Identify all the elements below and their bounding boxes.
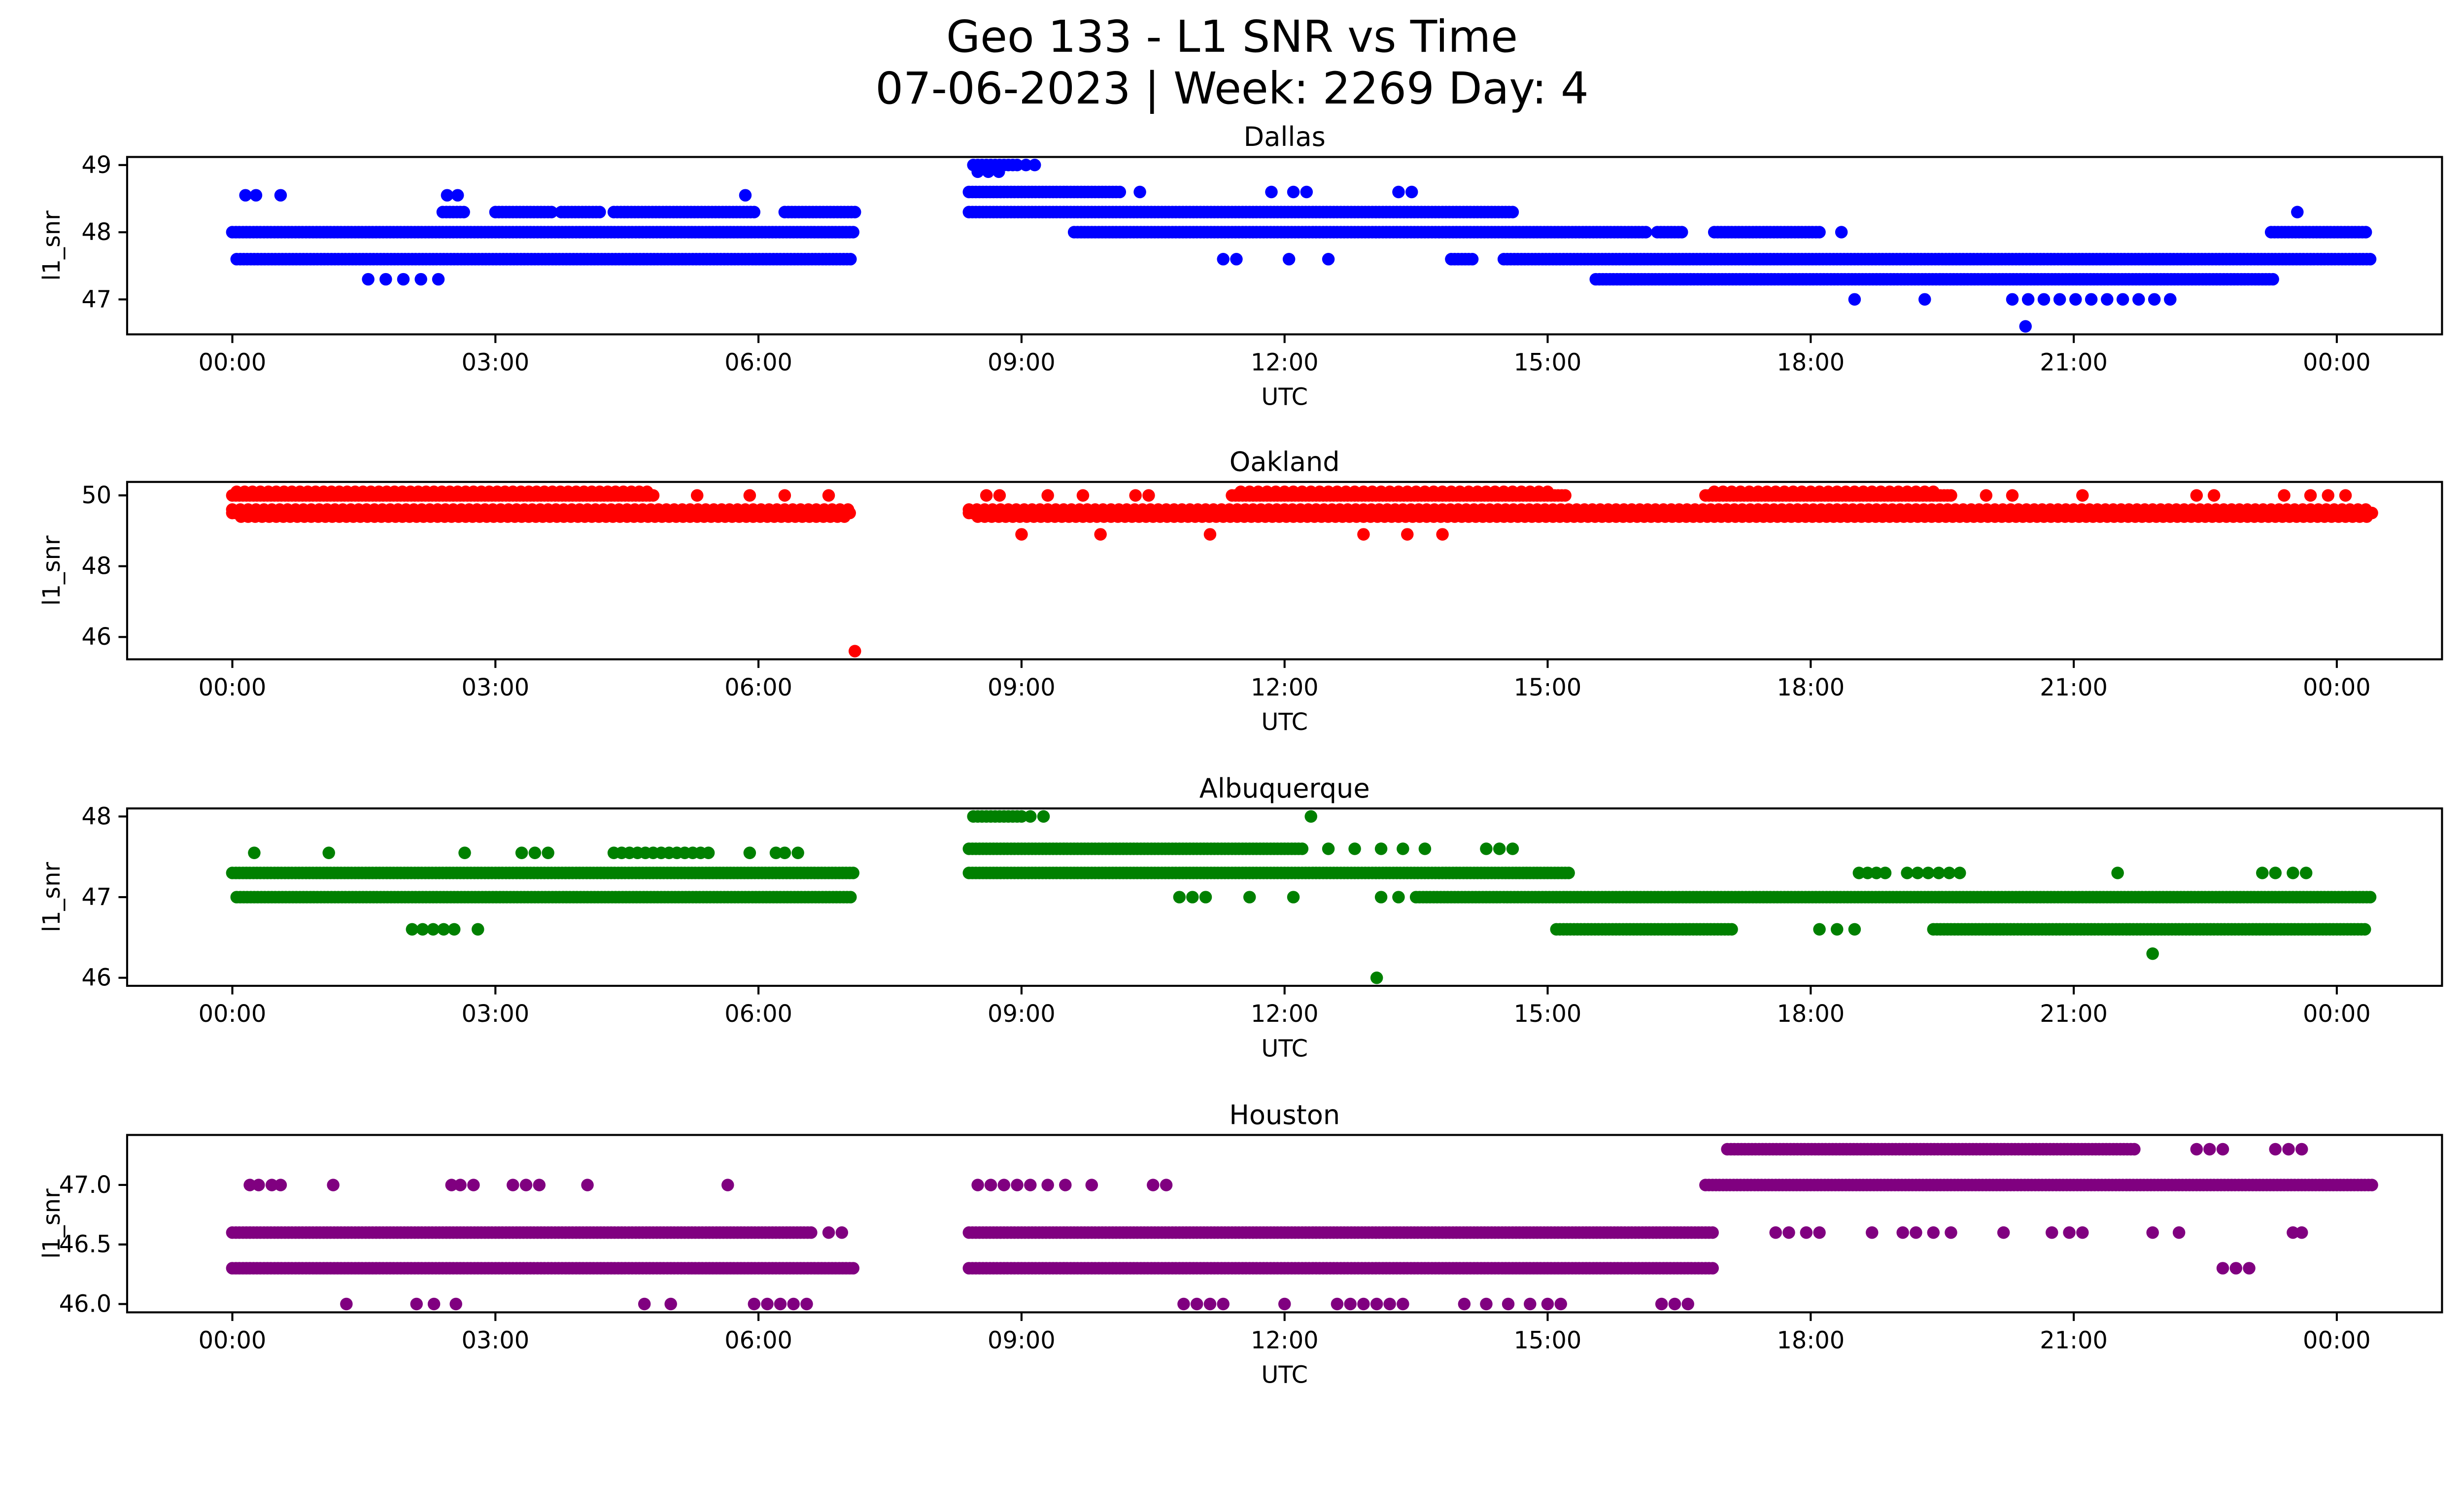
x-tick-label: 15:00 <box>1514 674 1582 701</box>
x-tick-label: 06:00 <box>724 1327 792 1355</box>
x-tick-label: 00:00 <box>199 349 267 377</box>
x-axis-label: UTC <box>1261 1362 1308 1389</box>
x-tick-label: 03:00 <box>461 1327 529 1355</box>
x-tick-label: 18:00 <box>1777 1327 1845 1355</box>
scatter-points-dallas <box>226 158 2377 333</box>
y-axis-label: l1_snr <box>38 862 66 933</box>
x-tick-label: 00:00 <box>2303 349 2371 377</box>
x-tick-label: 00:00 <box>199 1001 267 1028</box>
scatter-points-oakland <box>226 486 2378 658</box>
y-tick-label: 48 <box>81 803 111 830</box>
subplot-albuquerque: 00:00 03:00 06:00 09:00 12:00 15:00 18:00 21:00… <box>38 773 2443 1062</box>
y-tick-label: 46.0 <box>59 1290 111 1318</box>
y-tick-label: 46 <box>81 624 111 651</box>
x-tick-label: 12:00 <box>1251 349 1319 377</box>
x-tick-label: 15:00 <box>1514 1327 1582 1355</box>
x-tick-label: 21:00 <box>2040 674 2108 701</box>
x-tick-label: 03:00 <box>461 1001 529 1028</box>
x-tick-label: 21:00 <box>2040 1327 2108 1355</box>
subplot-houston: 00:00 03:00 06:00 09:00 12:00 15:00 18:00 21:00… <box>38 1099 2443 1389</box>
x-tick-label: 12:00 <box>1251 1327 1319 1355</box>
subplot-title-houston: Houston <box>1229 1099 1340 1130</box>
figure-title: Geo 133 - L1 SNR vs Time <box>946 11 1518 63</box>
x-axis-label: UTC <box>1261 1035 1308 1062</box>
x-tick-label: 00:00 <box>2303 1001 2371 1028</box>
y-axis-label: l1_snr <box>38 535 66 606</box>
scatter-points-houston <box>226 1143 2378 1311</box>
y-tick-label: 47 <box>81 884 111 911</box>
y-tick-label: 47.0 <box>59 1172 111 1199</box>
y-tick-label: 46.5 <box>59 1231 111 1258</box>
scatter-points-albuquerque <box>226 810 2377 984</box>
y-tick-label: 49 <box>81 152 111 179</box>
x-tick-label: 12:00 <box>1251 674 1319 701</box>
x-tick-label: 00:00 <box>2303 674 2371 701</box>
x-tick-label: 06:00 <box>724 674 792 701</box>
snr-figure: Geo 133 - L1 SNR vs Time 07-06-2023 | We… <box>38 11 2443 1389</box>
x-tick-label: 18:00 <box>1777 349 1845 377</box>
x-tick-label: 12:00 <box>1251 1001 1319 1028</box>
x-tick-label: 18:00 <box>1777 674 1845 701</box>
x-tick-label: 09:00 <box>988 674 1056 701</box>
x-axis-label: UTC <box>1261 384 1308 411</box>
plots-layer: 00:00 03:00 06:00 09:00 12:00 15:00 18:00 21:00… <box>38 121 2443 1389</box>
subplot-oakland: 00:00 03:00 06:00 09:00 12:00 15:00 18:00 21:00… <box>38 446 2443 736</box>
axes-frame <box>126 1134 2443 1314</box>
y-tick-label: 50 <box>81 482 111 509</box>
x-tick-label: 15:00 <box>1514 349 1582 377</box>
y-axis-label: l1_snr <box>38 1188 66 1259</box>
subplot-dallas: 00:00 03:00 06:00 09:00 12:00 15:00 18:00 21:00… <box>38 121 2443 411</box>
y-tick-label: 47 <box>81 286 111 313</box>
x-tick-label: 00:00 <box>199 674 267 701</box>
subplot-title-albuquerque: Albuquerque <box>1199 773 1370 804</box>
x-axis-label: UTC <box>1261 709 1308 736</box>
figure-root: Geo 133 - L1 SNR vs Time 07-06-2023 | We… <box>38 11 2443 1389</box>
subplot-title-dallas: Dallas <box>1244 121 1326 152</box>
x-tick-label: 00:00 <box>2303 1327 2371 1355</box>
x-tick-label: 09:00 <box>988 349 1056 377</box>
x-tick-label: 21:00 <box>2040 1001 2108 1028</box>
y-tick-label: 48 <box>81 553 111 580</box>
x-tick-label: 03:00 <box>461 349 529 377</box>
figure-subtitle: 07-06-2023 | Week: 2269 Day: 4 <box>875 63 1588 114</box>
x-tick-label: 09:00 <box>988 1001 1056 1028</box>
x-tick-label: 00:00 <box>199 1327 267 1355</box>
y-axis-label: l1_snr <box>38 210 66 281</box>
y-tick-label: 48 <box>81 219 111 246</box>
x-tick-label: 21:00 <box>2040 349 2108 377</box>
axes-frame <box>126 156 2443 336</box>
x-tick-label: 03:00 <box>461 674 529 701</box>
x-tick-label: 09:00 <box>988 1327 1056 1355</box>
x-tick-label: 06:00 <box>724 1001 792 1028</box>
y-tick-label: 46 <box>81 965 111 992</box>
x-tick-label: 18:00 <box>1777 1001 1845 1028</box>
x-tick-label: 15:00 <box>1514 1001 1582 1028</box>
x-tick-label: 06:00 <box>724 349 792 377</box>
subplot-title-oakland: Oakland <box>1230 446 1340 477</box>
